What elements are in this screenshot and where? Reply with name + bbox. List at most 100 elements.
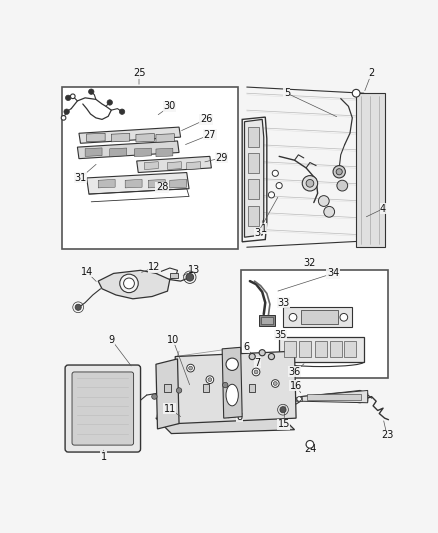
Text: 15: 15 (278, 419, 290, 429)
Polygon shape (156, 134, 174, 142)
Text: 36: 36 (288, 367, 300, 377)
Circle shape (152, 394, 157, 399)
Polygon shape (187, 161, 201, 169)
FancyBboxPatch shape (65, 365, 141, 452)
Circle shape (272, 379, 279, 387)
Polygon shape (78, 141, 179, 159)
Text: 16: 16 (290, 381, 302, 391)
Bar (240, 270, 389, 378)
Polygon shape (125, 180, 142, 188)
Circle shape (120, 109, 125, 115)
Text: 34: 34 (327, 269, 339, 278)
Bar (283, 308, 352, 327)
Polygon shape (137, 156, 212, 173)
Text: 1: 1 (261, 224, 267, 234)
Circle shape (208, 378, 212, 382)
Text: 14: 14 (81, 267, 93, 277)
Text: 31: 31 (74, 173, 87, 183)
Bar (307, 393, 361, 400)
Circle shape (276, 182, 282, 189)
Polygon shape (134, 148, 151, 157)
Text: 7: 7 (254, 358, 261, 368)
Circle shape (187, 364, 194, 372)
Bar (248, 180, 259, 199)
Circle shape (226, 358, 238, 370)
Circle shape (206, 376, 214, 384)
Circle shape (177, 387, 182, 393)
Polygon shape (87, 133, 105, 142)
Bar (259, 315, 275, 326)
Polygon shape (301, 391, 367, 403)
Circle shape (223, 382, 228, 387)
Circle shape (71, 94, 75, 99)
Circle shape (324, 206, 335, 217)
Bar (279, 337, 364, 362)
Polygon shape (156, 148, 173, 157)
Circle shape (124, 278, 134, 289)
Bar (203, 384, 209, 392)
Bar (170, 273, 177, 278)
Polygon shape (98, 270, 170, 299)
Text: 13: 13 (188, 265, 201, 276)
Text: 26: 26 (200, 115, 212, 124)
Circle shape (120, 274, 138, 293)
Text: 25: 25 (133, 68, 145, 78)
Circle shape (306, 180, 314, 187)
Text: 10: 10 (167, 335, 179, 345)
Circle shape (61, 116, 66, 120)
Text: 23: 23 (381, 430, 393, 440)
Text: 28: 28 (156, 182, 168, 192)
Polygon shape (110, 148, 127, 157)
Polygon shape (85, 148, 102, 156)
Polygon shape (145, 161, 158, 169)
Bar (261, 317, 273, 324)
Circle shape (88, 89, 94, 94)
Bar (296, 397, 302, 401)
Text: 29: 29 (215, 153, 228, 163)
Bar (344, 341, 356, 357)
Text: 32: 32 (304, 257, 316, 268)
Text: 8: 8 (236, 411, 242, 422)
Bar (248, 154, 259, 173)
Circle shape (186, 273, 194, 281)
Circle shape (340, 313, 348, 321)
Bar (314, 341, 327, 357)
Circle shape (254, 370, 258, 374)
Circle shape (302, 175, 318, 191)
Circle shape (318, 196, 329, 206)
Circle shape (107, 100, 113, 105)
Polygon shape (98, 180, 115, 188)
Circle shape (289, 313, 297, 321)
Polygon shape (167, 161, 181, 169)
Text: 12: 12 (148, 262, 161, 272)
Polygon shape (79, 127, 180, 143)
Polygon shape (156, 359, 179, 429)
Text: 24: 24 (304, 444, 316, 454)
Bar (248, 127, 259, 147)
Circle shape (306, 440, 314, 448)
Circle shape (280, 407, 286, 413)
Text: 9: 9 (108, 335, 114, 345)
Bar (62, 87, 237, 249)
Circle shape (65, 95, 71, 101)
Polygon shape (156, 414, 294, 433)
Circle shape (259, 350, 265, 356)
Polygon shape (87, 173, 189, 194)
Polygon shape (175, 351, 296, 424)
Circle shape (272, 170, 279, 176)
Bar (284, 341, 296, 357)
Circle shape (249, 353, 255, 360)
Bar (301, 310, 338, 324)
Bar (299, 341, 311, 357)
Circle shape (333, 166, 346, 178)
Circle shape (75, 304, 81, 310)
Text: 35: 35 (275, 330, 287, 340)
Circle shape (336, 168, 342, 175)
Bar (356, 93, 385, 247)
Circle shape (64, 109, 69, 115)
Bar (248, 206, 259, 225)
Text: 3: 3 (254, 228, 261, 238)
Bar (330, 341, 342, 357)
Polygon shape (244, 119, 264, 237)
Polygon shape (148, 180, 165, 188)
